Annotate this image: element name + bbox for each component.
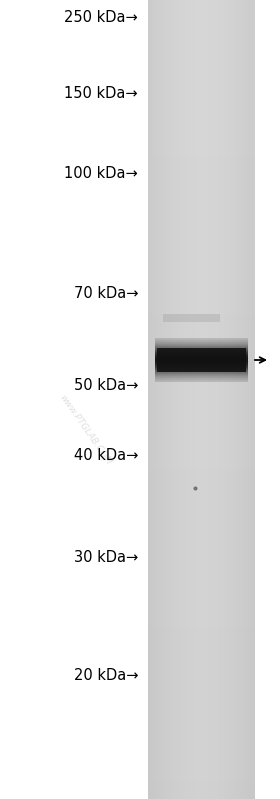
Text: www.PTGLAB.COM: www.PTGLAB.COM — [57, 393, 113, 467]
Text: 20 kDa→: 20 kDa→ — [73, 667, 138, 682]
Text: 40 kDa→: 40 kDa→ — [74, 447, 138, 463]
Bar — [157, 348, 246, 372]
Text: 150 kDa→: 150 kDa→ — [64, 85, 138, 101]
Text: 50 kDa→: 50 kDa→ — [74, 377, 138, 392]
Text: 70 kDa→: 70 kDa→ — [73, 285, 138, 300]
Text: 250 kDa→: 250 kDa→ — [64, 10, 138, 26]
Bar — [163, 314, 220, 322]
Text: 30 kDa→: 30 kDa→ — [74, 551, 138, 566]
Text: 100 kDa→: 100 kDa→ — [64, 165, 138, 181]
